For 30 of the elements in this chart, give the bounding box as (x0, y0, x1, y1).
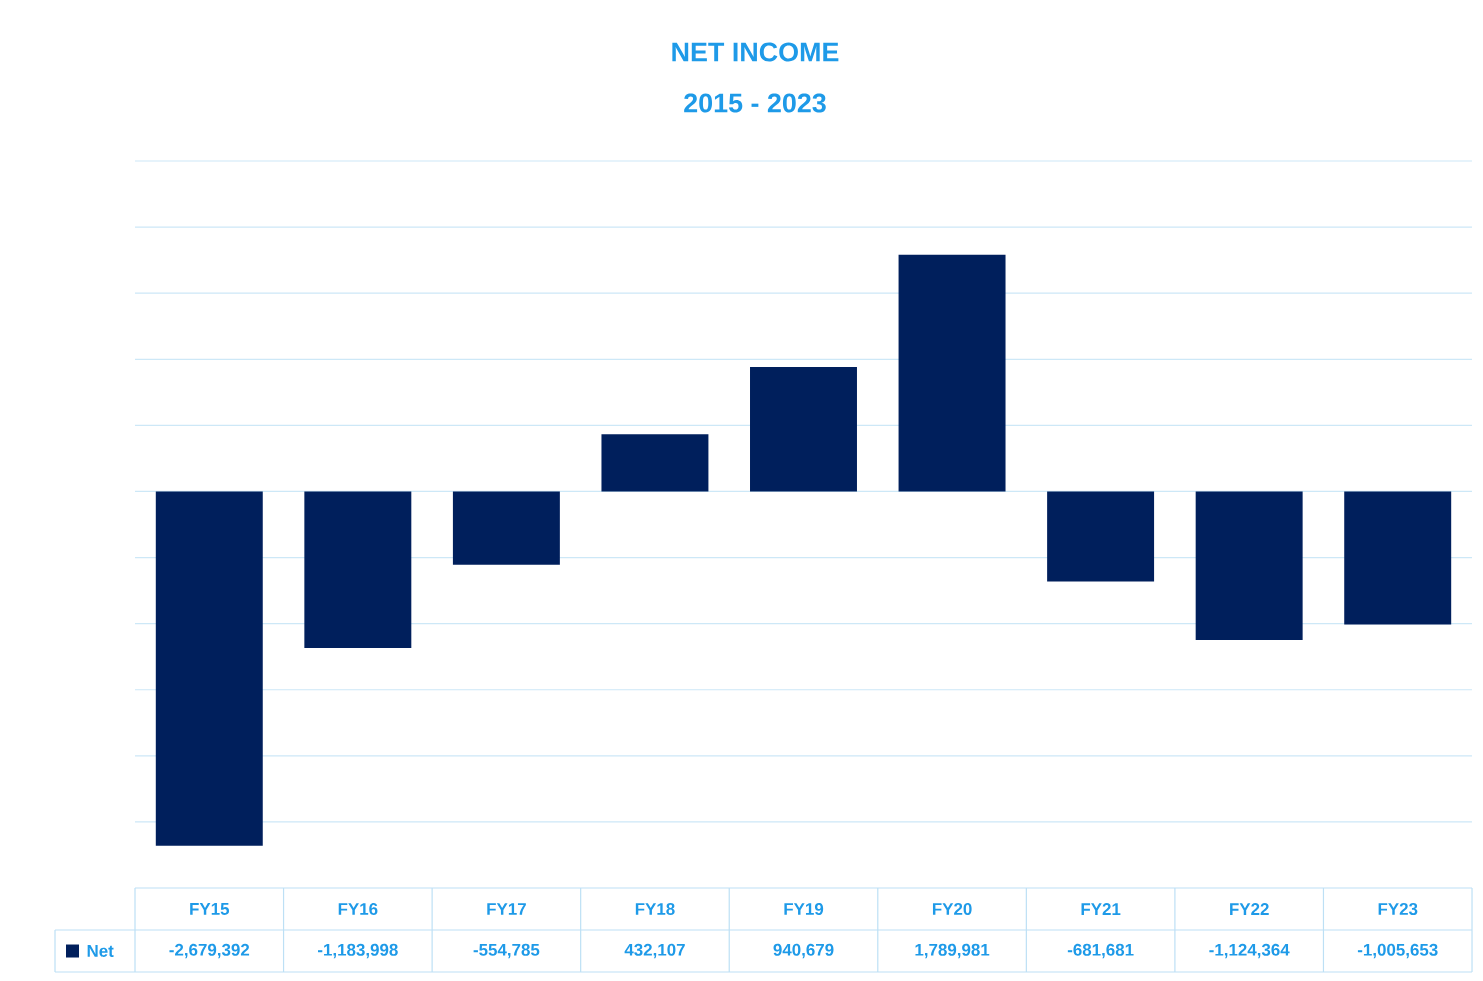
bar (452, 491, 560, 565)
data-label: -1,124,364 (1209, 943, 1290, 959)
data-label: 940,679 (773, 943, 834, 959)
legend-label: Net (87, 945, 114, 957)
x-tick-label: FY20 (932, 903, 972, 916)
x-tick-label: FY17 (487, 903, 526, 915)
bar (750, 367, 857, 492)
chart-title: NET INCOME (672, 42, 839, 62)
x-tick-label: FY21 (1081, 903, 1121, 915)
bar (601, 434, 709, 492)
data-label: -554,785 (473, 943, 540, 959)
data-label: -2,679,392 (169, 943, 250, 959)
x-tick-label: FY23 (1378, 903, 1418, 916)
x-tick-label: FY16 (338, 903, 378, 916)
x-tick-label: FY18 (635, 903, 675, 916)
data-label: -1,005,653 (1357, 943, 1438, 959)
chart-subtitle: 2015 - 2023 (684, 93, 826, 113)
data-label: -1,183,998 (318, 943, 398, 959)
bar (1344, 491, 1452, 625)
bar (155, 491, 263, 846)
bar (1195, 491, 1303, 641)
data-label: 1,789,981 (915, 943, 990, 959)
data-label: -681,681 (1067, 943, 1134, 959)
data-label: 432,107 (624, 943, 685, 959)
bar (304, 491, 412, 648)
x-tick-label: FY19 (784, 903, 824, 916)
bar (898, 254, 1006, 492)
bar (1047, 491, 1155, 582)
x-tick-label: FY15 (190, 903, 230, 915)
x-tick-label: FY22 (1230, 903, 1269, 915)
